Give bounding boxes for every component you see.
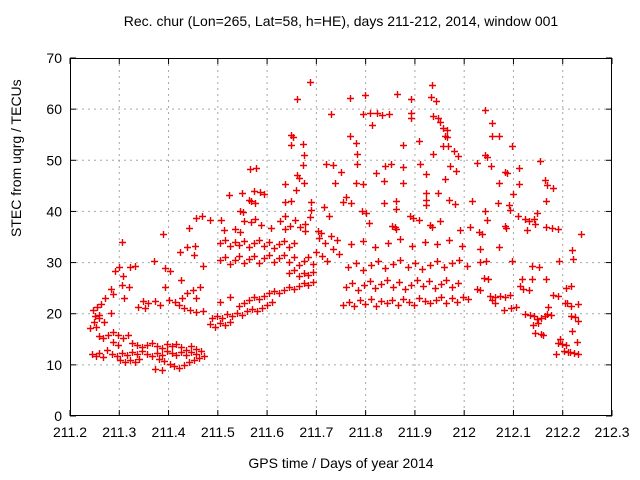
x-tick-label: 212.1 — [496, 424, 531, 440]
y-tick-label: 50 — [46, 152, 62, 168]
data-points — [87, 79, 585, 374]
y-tick-label: 30 — [46, 255, 62, 271]
x-tick-labels: 211.2 211.3 211.4 211.5 211.6 211.7 211.8 211.9… — [53, 424, 630, 440]
chart-title: Rec. chur (Lon=265, Lat=58, h=HE), days … — [123, 13, 559, 29]
y-tick-label: 40 — [46, 203, 62, 219]
y-tick-label: 20 — [46, 306, 62, 322]
x-tick-label: 211.2 — [53, 424, 87, 440]
x-tick-label: 211.5 — [201, 424, 235, 440]
x-tick-label: 211.9 — [398, 424, 432, 440]
x-tick-label: 211.8 — [349, 424, 383, 440]
y-tick-label: 10 — [46, 357, 62, 373]
grid-lines — [70, 58, 612, 416]
x-tick-label: 212.3 — [594, 424, 629, 440]
y-tick-label: 70 — [46, 50, 62, 66]
axis-ticks — [69, 57, 613, 417]
x-axis-title: GPS time / Days of year 2014 — [248, 455, 434, 471]
y-tick-label: 0 — [54, 408, 62, 424]
x-tick-label: 211.7 — [299, 424, 333, 440]
axis-border — [70, 58, 612, 416]
x-tick-label: 212.2 — [545, 424, 580, 440]
x-tick-label: 211.3 — [102, 424, 136, 440]
x-tick-label: 212 — [453, 424, 477, 440]
x-tick-label: 211.6 — [250, 424, 284, 440]
y-tick-labels: 0 10 20 30 40 50 60 70 — [46, 50, 62, 424]
y-tick-label: 60 — [46, 101, 62, 117]
x-tick-label: 211.4 — [152, 424, 186, 440]
